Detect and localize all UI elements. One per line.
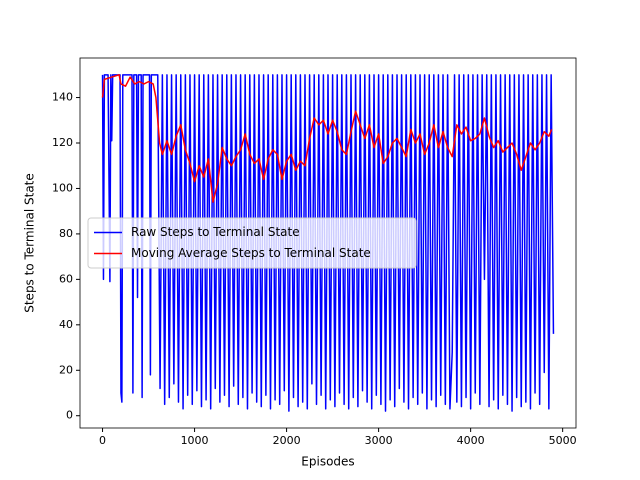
y-tick-label: 80 <box>59 227 73 240</box>
legend-label: Raw Steps to Terminal State <box>131 225 300 239</box>
y-tick-label: 40 <box>59 318 73 331</box>
x-tick-label: 0 <box>99 434 106 447</box>
legend-label: Moving Average Steps to Terminal State <box>131 246 371 260</box>
x-tick-label: 3000 <box>365 434 393 447</box>
y-tick-label: 20 <box>59 363 73 376</box>
x-tick-label: 2000 <box>273 434 301 447</box>
y-tick-label: 100 <box>52 181 73 194</box>
plot-frame <box>79 57 577 429</box>
legend-box <box>87 217 417 269</box>
y-axis-label: Steps to Terminal State <box>23 173 37 313</box>
series-line <box>101 74 553 203</box>
y-tick-label: 0 <box>66 409 73 422</box>
x-tick-label: 1000 <box>181 434 209 447</box>
y-tick-label: 120 <box>52 136 73 149</box>
x-tick-label: 4000 <box>457 434 485 447</box>
y-tick-label: 140 <box>52 91 73 104</box>
x-axis-label: Episodes <box>301 455 354 469</box>
x-tick-label: 5000 <box>549 434 577 447</box>
y-tick-label: 60 <box>59 272 73 285</box>
